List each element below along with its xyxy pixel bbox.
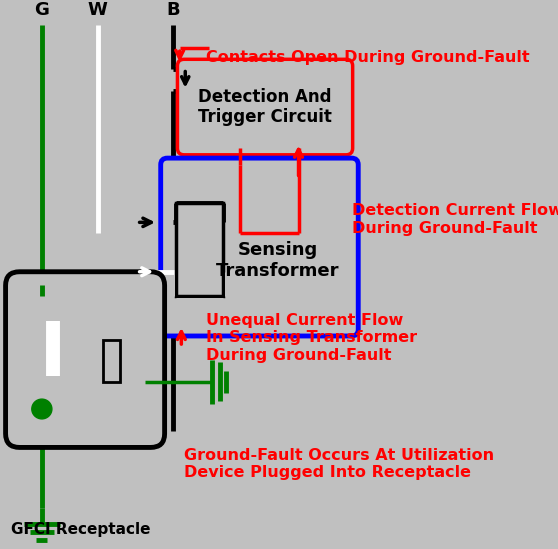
FancyBboxPatch shape [161,158,358,336]
Bar [176,203,223,296]
Text: G: G [35,1,49,19]
Text: B: B [166,1,180,19]
Text: Ground-Fault Occurs At Utilization
Device Plugged Into Receptacle: Ground-Fault Occurs At Utilization Devic… [184,447,494,480]
Bar [103,340,120,382]
Text: Sensing
Transformer: Sensing Transformer [216,241,340,279]
Text: GFCI Receptacle: GFCI Receptacle [11,522,151,537]
Circle shape [32,399,52,419]
Text: Contacts Open During Ground-Fault: Contacts Open During Ground-Fault [206,50,530,65]
Text: Detection And
Trigger Circuit: Detection And Trigger Circuit [198,88,332,126]
Text: Detection Current Flows
During Ground-Fault: Detection Current Flows During Ground-Fa… [352,203,558,236]
FancyBboxPatch shape [6,272,165,447]
Text: W: W [88,1,108,19]
Text: Unequal Current Flow
In Sensing Transformer
During Ground-Fault: Unequal Current Flow In Sensing Transfor… [206,313,417,362]
FancyBboxPatch shape [177,59,353,155]
